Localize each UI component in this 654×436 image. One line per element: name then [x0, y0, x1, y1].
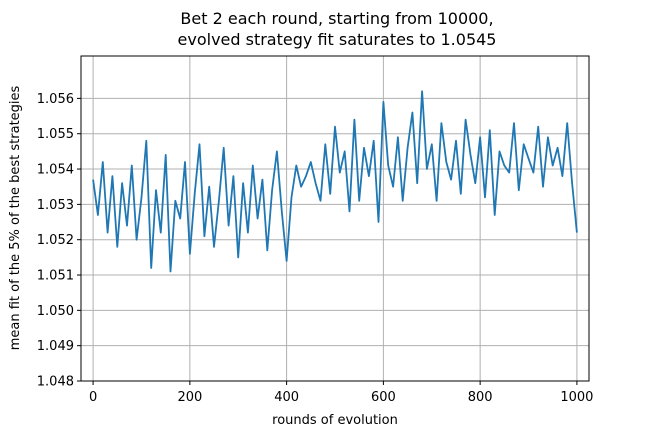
- y-tick-label: 1.053: [37, 198, 74, 213]
- x-tick-label: 800: [468, 390, 493, 405]
- y-tick-label: 1.051: [37, 269, 74, 284]
- data-series: [92, 90, 578, 273]
- x-tick-label: 0: [89, 390, 97, 405]
- x-tick-label: 600: [371, 390, 396, 405]
- x-tick-label: 200: [177, 390, 202, 405]
- x-axis-ticks: 0 200 400 600 800 1000: [89, 381, 593, 405]
- y-tick-label: 1.055: [37, 127, 74, 142]
- y-axis-ticks: 1.048 1.049 1.050 1.051 1.052 1.053 1.054 1.055…: [37, 92, 81, 390]
- y-tick-label: 1.049: [37, 339, 74, 354]
- y-axis-label: mean fit of the 5% of the best strategie…: [8, 85, 23, 350]
- chart-title-line-1: Bet 2 each round, starting from 10000,: [180, 9, 493, 28]
- plot-area-frame: [80, 55, 590, 382]
- chart-title-line-2: evolved strategy fit saturates to 1.0545: [178, 30, 497, 49]
- x-tick-label: 1000: [560, 390, 593, 405]
- x-axis-label: rounds of evolution: [272, 413, 398, 428]
- y-tick-label: 1.052: [37, 233, 74, 248]
- y-tick-label: 1.054: [37, 163, 74, 178]
- x-tick-label: 400: [274, 390, 299, 405]
- y-tick-label: 1.050: [37, 304, 74, 319]
- y-tick-label: 1.048: [37, 375, 74, 390]
- y-tick-label: 1.056: [37, 92, 74, 107]
- grid-lines: [81, 56, 589, 382]
- series-line: [92, 90, 578, 273]
